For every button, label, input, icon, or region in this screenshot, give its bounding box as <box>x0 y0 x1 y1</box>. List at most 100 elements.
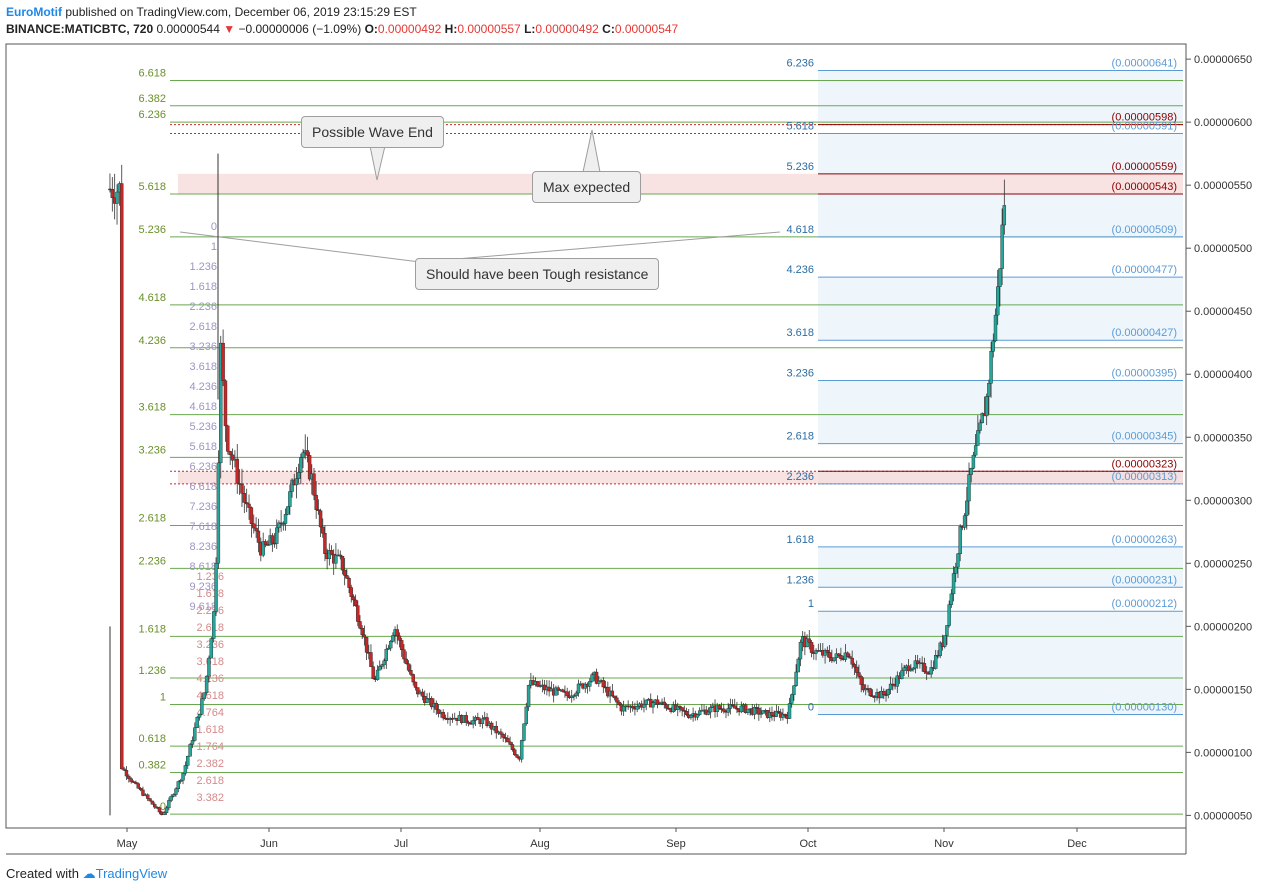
inner-ext-label: 7.236 <box>189 501 217 513</box>
candle-body <box>314 494 318 510</box>
wave-end-pointer <box>369 145 386 181</box>
candle-body <box>409 670 413 675</box>
fib-label-5.618: 5.618 <box>138 181 166 193</box>
y-tick-label: 0.00000050 <box>1194 810 1252 822</box>
candle-body <box>655 699 660 705</box>
candle-body <box>285 506 290 515</box>
candle-body <box>395 629 399 637</box>
candle-body <box>658 703 662 705</box>
inner-ext-label: 1.236 <box>189 261 217 273</box>
candle-body <box>275 527 279 544</box>
right-fib-price: (0.00000263) <box>1112 534 1177 546</box>
inner-ext-label: 9.618 <box>189 601 217 613</box>
fib-label-0: 0 <box>160 801 166 813</box>
candle-body <box>219 342 223 464</box>
candle-body <box>996 286 1000 316</box>
candle-body <box>382 660 386 666</box>
candle-body <box>508 741 512 745</box>
right-fib-price: (0.00000395) <box>1112 368 1177 380</box>
candle-body <box>301 452 305 458</box>
x-tick-label-jul: Jul <box>394 838 408 850</box>
right-fib-ratio-2.236: 2.236 <box>786 471 814 483</box>
candle-body <box>122 768 126 771</box>
candle-body <box>349 587 353 597</box>
candle-body <box>200 698 204 715</box>
candle-body <box>794 671 798 686</box>
candle-body <box>717 705 722 709</box>
callout-max-expected[interactable]: Max expected <box>532 171 642 203</box>
candle-body <box>967 474 971 502</box>
candle-body <box>827 652 832 658</box>
candle-body <box>873 696 877 698</box>
y-tick-label: 0.00000550 <box>1194 180 1252 192</box>
fib-label-4.618: 4.618 <box>138 292 166 304</box>
candle-body <box>204 675 209 693</box>
candle-body <box>733 705 737 709</box>
candle-body <box>312 473 316 496</box>
candle-body <box>722 708 726 712</box>
callout-possible-wave-end[interactable]: Possible Wave End <box>301 116 444 148</box>
candle-body <box>197 714 202 718</box>
right-fib-band <box>818 70 1183 125</box>
candle-body <box>956 553 960 568</box>
x-tick-label-nov: Nov <box>934 838 954 850</box>
candle-body <box>270 535 275 544</box>
candle-body <box>129 778 133 782</box>
candle-body <box>214 563 218 612</box>
tradingview-logo-icon[interactable]: ☁ <box>82 866 96 881</box>
candle-body <box>761 710 765 714</box>
candle-body <box>834 653 839 658</box>
inner-ret-label: 2.236 <box>196 605 224 617</box>
right-fib-band <box>818 380 1183 444</box>
candle-body <box>662 701 666 705</box>
candle-body <box>913 660 918 669</box>
candle-body <box>594 671 599 684</box>
candle-body <box>288 491 292 507</box>
tradingview-logo-text[interactable]: TradingView <box>95 866 168 881</box>
y-tick-label: 0.00000450 <box>1194 306 1252 318</box>
candle-body <box>823 649 827 656</box>
candle-body <box>962 515 967 528</box>
candle-body <box>471 720 475 725</box>
candle-body <box>375 669 380 680</box>
max-expected-pointer <box>582 129 601 173</box>
candle-body <box>164 807 169 814</box>
candle-body <box>536 681 540 687</box>
candle-body <box>852 664 857 668</box>
inner-ext-label: 8.618 <box>189 561 217 573</box>
candle-body <box>792 685 796 695</box>
candle-body <box>235 458 239 484</box>
open-label: O: <box>364 22 378 36</box>
candle-body <box>787 703 792 719</box>
candle-body <box>391 635 395 642</box>
candle-body <box>556 687 560 691</box>
candle-body <box>279 522 283 524</box>
candle-body <box>743 704 748 713</box>
price-change: −0.00000006 (−1.09%) <box>238 22 362 36</box>
candle-body <box>131 781 136 783</box>
right-fib-price: (0.00000212) <box>1112 598 1177 610</box>
candle-body <box>993 314 998 342</box>
candle-body <box>171 794 176 797</box>
candle-body <box>1000 224 1004 269</box>
candle-body <box>888 683 893 690</box>
y-tick-label: 0.00000650 <box>1194 54 1252 66</box>
candle-body <box>884 694 888 696</box>
candle-body <box>115 191 119 204</box>
y-tick-label: 0.00000250 <box>1194 558 1252 570</box>
candle-body <box>515 754 519 758</box>
candle-body <box>934 655 938 669</box>
candle-body <box>682 710 687 712</box>
candle-body <box>294 478 299 486</box>
candle-body <box>242 493 247 503</box>
right-fib-ratio-0: 0 <box>808 702 814 714</box>
candle-body <box>969 468 973 475</box>
author-link[interactable]: EuroMotif <box>6 5 62 19</box>
candle-body <box>176 781 181 790</box>
callout-tough-resistance[interactable]: Should have been Tough resistance <box>415 258 660 290</box>
x-tick-label-sep: Sep <box>666 838 686 850</box>
right-fib-price: (0.00000323) <box>1112 458 1177 470</box>
candle-body <box>689 715 693 718</box>
candle-body <box>329 550 334 555</box>
